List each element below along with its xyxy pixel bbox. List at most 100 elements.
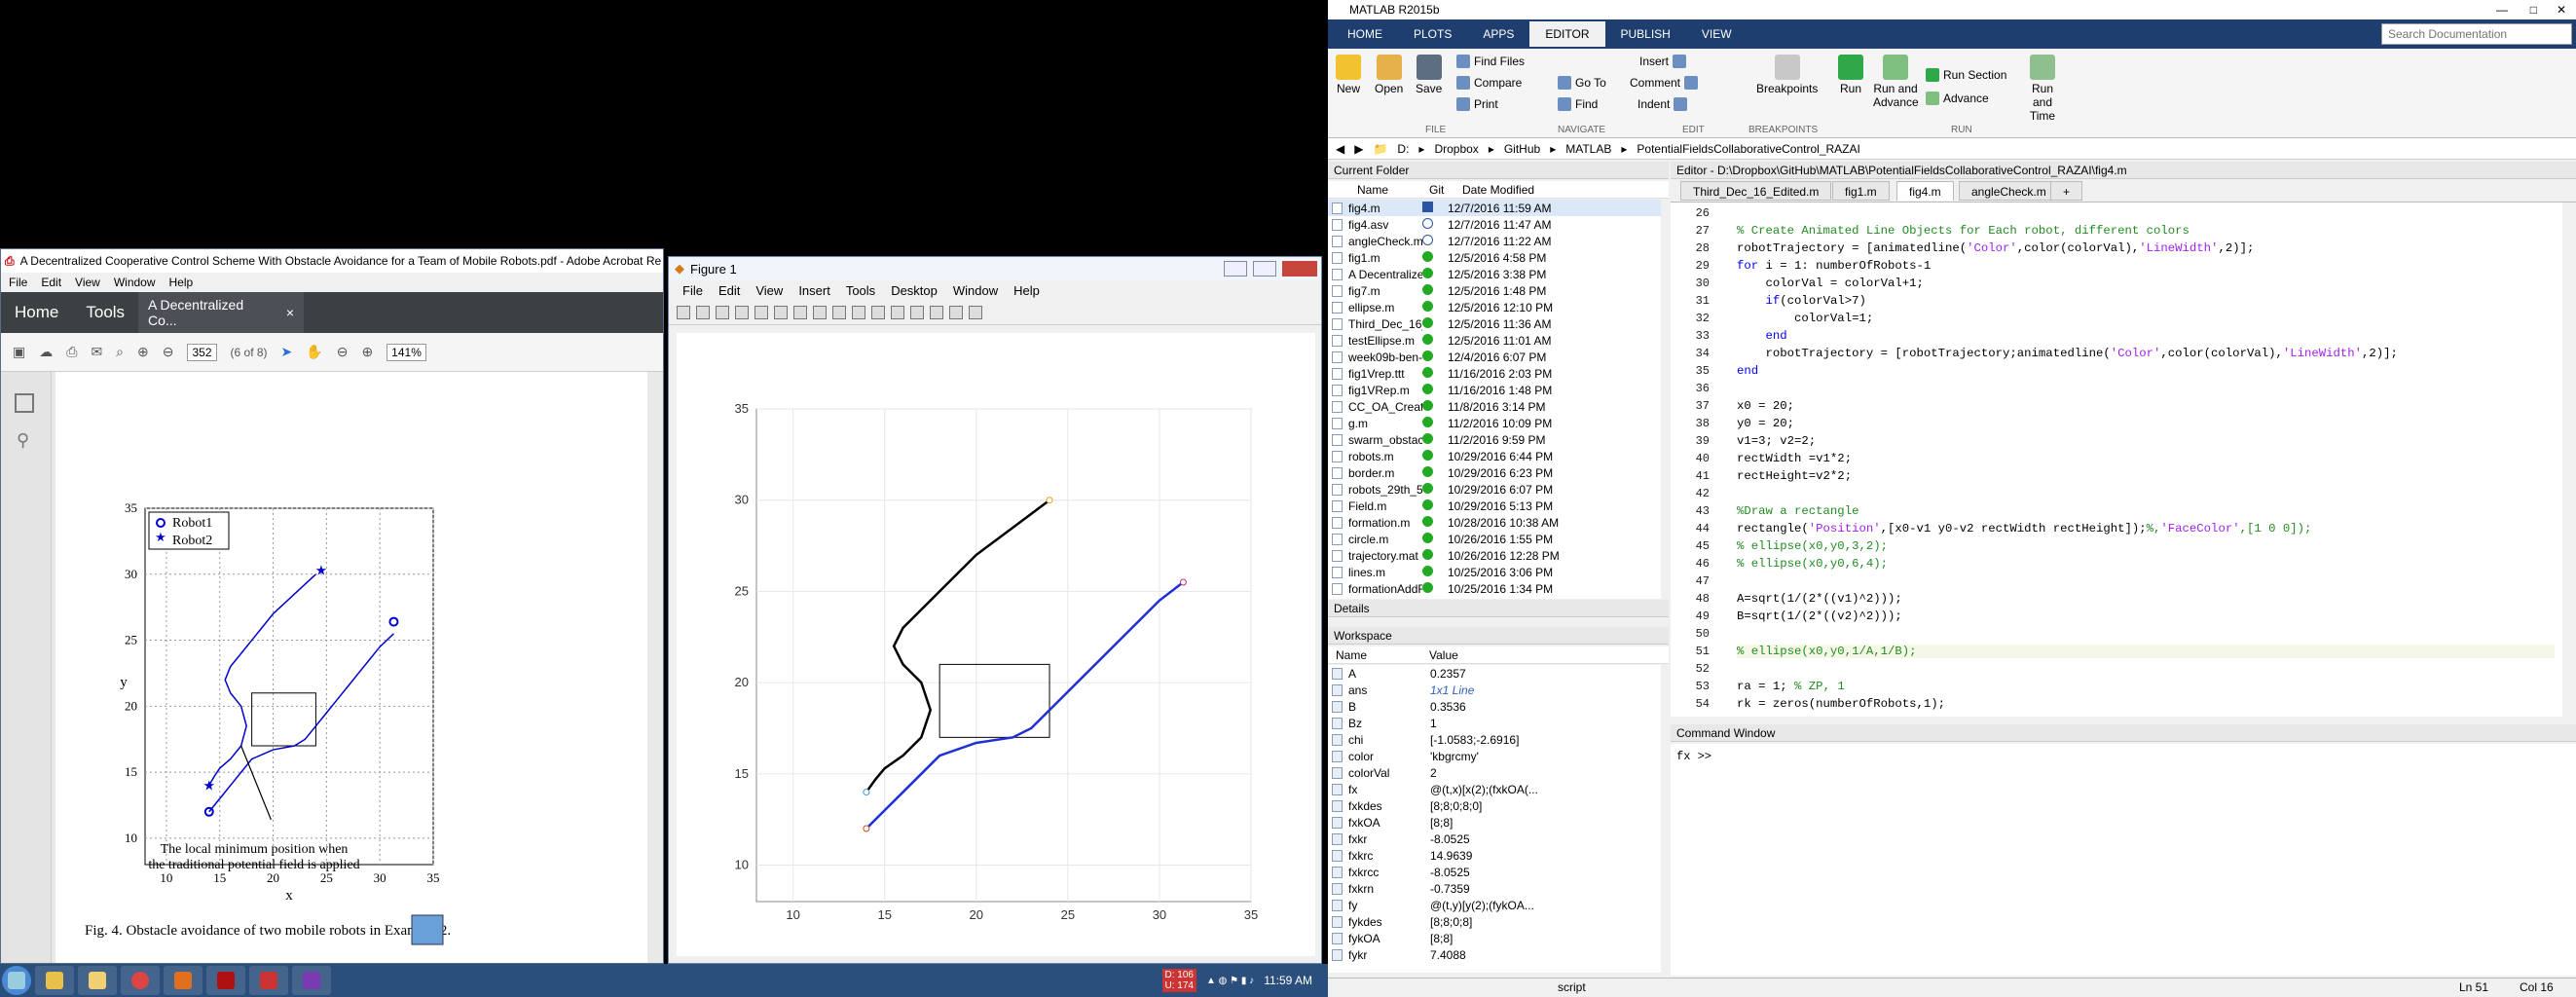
page-number-input[interactable]: 352	[187, 343, 217, 361]
compare-button[interactable]: Compare	[1456, 76, 1522, 90]
back-icon[interactable]: ◀	[1336, 141, 1345, 156]
workspace-row[interactable]: fykOA [8;8]	[1328, 930, 1661, 946]
file-row[interactable]: swarm_obstacle.m 11/2/2016 9:59 PM	[1328, 431, 1661, 448]
doc-tab[interactable]: A Decentralized Co... ×	[138, 292, 305, 333]
file-row[interactable]: Field.m 10/29/2016 5:13 PM	[1328, 498, 1661, 514]
fig-menu-desktop[interactable]: Desktop	[891, 282, 938, 298]
taskbar-matlab[interactable]	[164, 966, 202, 995]
close-icon[interactable]: ✕	[2556, 3, 2566, 17]
close-icon[interactable]: ×	[285, 305, 295, 320]
editor-tab-third[interactable]: Third_Dec_16_Edited.m	[1680, 181, 1832, 201]
breakpoints-button[interactable]: Breakpoints	[1756, 55, 1818, 95]
workspace-row[interactable]: color 'kbgrcmy'	[1328, 748, 1661, 764]
menu-window[interactable]: Window	[113, 276, 156, 289]
tab-home[interactable]: HOME	[1347, 27, 1382, 41]
code-line[interactable]: for i = 1: numberOfRobots-1	[1737, 259, 1932, 273]
start-button[interactable]	[2, 966, 31, 995]
indent-button[interactable]: Indent	[1638, 97, 1688, 111]
file-row[interactable]: ellipse.m 12/5/2016 12:10 PM	[1328, 299, 1661, 315]
code-line[interactable]: %Draw a rectangle	[1737, 504, 1859, 518]
code-line[interactable]: % ellipse(x0,y0,1/A,1/B);	[1737, 645, 2555, 658]
code-line[interactable]: A=sqrt(1/(2*((v1)^2)));	[1737, 592, 1902, 606]
file-row[interactable]: g.m 11/2/2016 10:09 PM	[1328, 415, 1661, 431]
find-button[interactable]: Find	[1558, 97, 1598, 111]
workspace-row[interactable]: fxkrn -0.7359	[1328, 880, 1661, 897]
attachment-icon[interactable]: ⚲	[17, 430, 30, 450]
col-date[interactable]: Date Modified	[1462, 182, 1535, 197]
advance-button[interactable]: Advance	[1926, 92, 1989, 105]
code-line[interactable]: rectangle('Position',[x0-v1 y0-v2 rectWi…	[1737, 522, 2312, 535]
fig-menu-file[interactable]: File	[682, 282, 703, 298]
show-tools-icon[interactable]	[969, 305, 982, 319]
minimize-icon[interactable]	[1224, 261, 1247, 277]
path-0[interactable]: D:	[1397, 141, 1410, 156]
workspace-row[interactable]: fy @(t,y)[y(2);(fykOA...	[1328, 897, 1661, 913]
tab-view[interactable]: VIEW	[1701, 27, 1732, 41]
zoom-out-icon[interactable]	[793, 305, 807, 319]
search-icon[interactable]: ⌕	[116, 344, 125, 359]
taskbar-chrome[interactable]	[121, 966, 160, 995]
code-line[interactable]: % Create Animated Line Objects for Each …	[1737, 224, 2190, 238]
tab-apps[interactable]: APPS	[1483, 27, 1515, 41]
menu-help[interactable]: Help	[168, 276, 194, 289]
fig-menu-tools[interactable]: Tools	[845, 282, 876, 298]
search-input[interactable]	[2381, 23, 2572, 45]
file-row[interactable]: formationAddRobot... 10/25/2016 1:34 PM	[1328, 580, 1661, 597]
workspace-row[interactable]: fxkrcc -8.0525	[1328, 864, 1661, 880]
maximize-icon[interactable]	[1253, 261, 1276, 277]
editor-tab-fig4[interactable]: fig4.m	[1896, 181, 1954, 201]
file-row[interactable]: border.m 10/29/2016 6:23 PM	[1328, 464, 1661, 481]
file-row[interactable]: fig1Vrep.ttt 11/16/2016 2:03 PM	[1328, 365, 1661, 382]
rotate-icon[interactable]	[832, 305, 846, 319]
legend-icon[interactable]	[930, 305, 943, 319]
workspace-row[interactable]: fx @(t,x)[x(2);(fxkOA(...	[1328, 781, 1661, 797]
save-icon[interactable]: ▣	[13, 344, 26, 359]
fig-menu-insert[interactable]: Insert	[798, 282, 830, 298]
run-section-button[interactable]: Run Section	[1926, 68, 2006, 82]
fig-menu-help[interactable]: Help	[1013, 282, 1040, 298]
code-line[interactable]: rk = zeros(numberOfRobots,1);	[1737, 697, 1946, 711]
tab-publish[interactable]: PUBLISH	[1620, 27, 1671, 41]
file-row[interactable]: Third_Dec_16_Edited... 12/5/2016 11:36 AM	[1328, 315, 1661, 332]
details-header[interactable]: Details	[1328, 600, 1669, 617]
code-editor[interactable]: 26 27 % Create Animated Line Objects for E…	[1671, 203, 2562, 717]
code-line[interactable]: robotTrajectory = [animatedline('Color',…	[1737, 241, 2255, 255]
menu-edit[interactable]: Edit	[41, 276, 62, 289]
workspace-row[interactable]: fxkrc 14.9639	[1328, 847, 1661, 864]
code-line[interactable]: v1=3; v2=2;	[1737, 434, 1817, 448]
code-line[interactable]: robotTrajectory = [robotTrajectory;anima…	[1737, 347, 2398, 360]
nav-home[interactable]: Home	[15, 303, 59, 321]
file-row[interactable]: angleCheck.m 12/7/2016 11:22 AM	[1328, 233, 1661, 249]
run-time-button[interactable]: Run and Time	[2021, 55, 2064, 123]
workspace-row[interactable]: fykdes [8;8;0;8]	[1328, 913, 1661, 930]
workspace-row[interactable]: ans 1x1 Line	[1328, 682, 1661, 698]
page-up-icon[interactable]: ⊕	[137, 344, 149, 359]
select-cursor-icon[interactable]: ➤	[280, 344, 293, 359]
workspace-row[interactable]: Bz 1	[1328, 715, 1661, 731]
run-button[interactable]: Run	[1838, 55, 1863, 95]
file-row[interactable]: fig4.asv 12/7/2016 11:47 AM	[1328, 216, 1661, 233]
path-1[interactable]: Dropbox	[1434, 141, 1479, 156]
file-row[interactable]: fig7.m 12/5/2016 1:48 PM	[1328, 282, 1661, 299]
file-row[interactable]: robots_29th_5pm.m 10/29/2016 6:07 PM	[1328, 481, 1661, 498]
link-icon[interactable]	[891, 305, 904, 319]
code-line[interactable]: rectWidth =v1*2;	[1737, 452, 1853, 465]
hide-tools-icon[interactable]	[949, 305, 963, 319]
command-window[interactable]: fx >>	[1671, 744, 2576, 976]
tab-plots[interactable]: PLOTS	[1414, 27, 1453, 41]
taskbar-app[interactable]	[292, 966, 331, 995]
clock[interactable]: 11:59 AM	[1264, 974, 1312, 987]
brush-icon[interactable]	[871, 305, 885, 319]
fig-menu-window[interactable]: Window	[952, 282, 999, 298]
code-line[interactable]: colorVal = colorVal+1;	[1737, 277, 1924, 290]
forward-icon[interactable]: ▶	[1354, 141, 1364, 156]
file-row[interactable]: week09b-ben-potenti... 12/4/2016 6:07 PM	[1328, 349, 1661, 365]
print-icon[interactable]: ⎙	[66, 344, 78, 359]
close-icon[interactable]	[1282, 261, 1317, 277]
file-row[interactable]: CC_OA_Creating_Fo... 11/8/2016 3:14 PM	[1328, 398, 1661, 415]
workspace-row[interactable]: fxkr -8.0525	[1328, 831, 1661, 847]
workspace-row[interactable]: fxkOA [8;8]	[1328, 814, 1661, 831]
file-row[interactable]: robots.m 10/29/2016 6:44 PM	[1328, 448, 1661, 464]
code-line[interactable]: B=sqrt(1/(2*((v2)^2)));	[1737, 609, 1902, 623]
minimize-icon[interactable]: —	[2496, 3, 2508, 17]
